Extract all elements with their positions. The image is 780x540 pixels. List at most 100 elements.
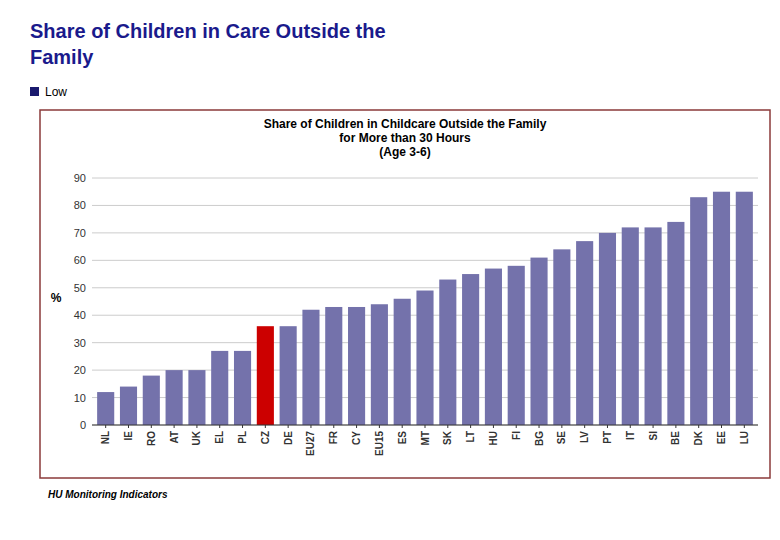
- bar: [166, 370, 183, 425]
- x-tick: [584, 425, 585, 428]
- x-tick: [630, 425, 631, 428]
- y-tick-label: 50: [74, 282, 86, 294]
- bullet: [30, 87, 39, 96]
- title: Share of Children in Care Outside the: [30, 20, 386, 42]
- x-tick-label: FI: [511, 431, 522, 440]
- bar: [530, 258, 547, 425]
- bar: [622, 227, 639, 425]
- y-tick-label: 80: [74, 199, 86, 211]
- y-tick-label: 40: [74, 309, 86, 321]
- x-tick: [151, 425, 152, 428]
- x-tick: [402, 425, 403, 428]
- x-tick-label: SI: [648, 431, 659, 441]
- x-tick-label: EU15: [374, 431, 385, 456]
- x-tick-label: BG: [534, 431, 545, 446]
- x-tick: [174, 425, 175, 428]
- x-tick-label: LT: [465, 431, 476, 442]
- x-tick: [653, 425, 654, 428]
- y-tick-label: 10: [74, 392, 86, 404]
- bar: [371, 304, 388, 425]
- title: Family: [30, 46, 94, 68]
- x-tick-label: LU: [739, 431, 750, 444]
- x-tick: [105, 425, 106, 428]
- x-tick-label: PT: [602, 431, 613, 444]
- y-axis-label: %: [51, 291, 62, 305]
- bar: [439, 280, 456, 425]
- y-tick-label: 90: [74, 172, 86, 184]
- bar: [690, 197, 707, 425]
- x-tick: [288, 425, 289, 428]
- chart-title-line: (Age 3-6): [379, 145, 430, 159]
- bar: [645, 227, 662, 425]
- x-tick: [561, 425, 562, 428]
- annotation: Low: [45, 85, 67, 99]
- bar: [234, 351, 251, 425]
- x-tick: [128, 425, 129, 428]
- grid-line: [92, 178, 758, 179]
- x-tick-label: DK: [693, 430, 704, 445]
- bar: [599, 233, 616, 425]
- bar: [485, 269, 502, 425]
- bar: [416, 291, 433, 425]
- y-tick-label: 60: [74, 254, 86, 266]
- x-tick-label: EL: [214, 431, 225, 444]
- x-tick: [242, 425, 243, 428]
- x-tick: [356, 425, 357, 428]
- x-tick: [516, 425, 517, 428]
- bar: [713, 192, 730, 425]
- x-tick: [447, 425, 448, 428]
- x-tick: [379, 425, 380, 428]
- bar: [211, 351, 228, 425]
- x-tick: [698, 425, 699, 428]
- x-tick-label: DE: [283, 431, 294, 445]
- x-tick: [470, 425, 471, 428]
- x-tick-label: ES: [397, 431, 408, 445]
- x-tick-label: SE: [556, 431, 567, 445]
- x-tick-label: MT: [420, 431, 431, 445]
- x-tick-label: IE: [123, 431, 134, 441]
- bars: [97, 192, 753, 425]
- x-tick-label: CZ: [260, 431, 271, 444]
- chart-title: Share of Children in Childcare Outside t…: [264, 117, 547, 159]
- bar: [576, 241, 593, 425]
- bar: [348, 307, 365, 425]
- x-tick: [310, 425, 311, 428]
- x-tick-label: AT: [169, 431, 180, 444]
- x-tick-label: HU: [488, 431, 499, 445]
- chart-title-line: for More than 30 Hours: [339, 131, 471, 145]
- grid: [92, 178, 758, 425]
- x-tick: [425, 425, 426, 428]
- x-tick-label: UK: [191, 430, 202, 445]
- bar: [302, 310, 319, 425]
- bar: [143, 376, 160, 425]
- x-tick-label: FR: [328, 430, 339, 444]
- x-tick: [493, 425, 494, 428]
- bar: [97, 392, 114, 425]
- y-tick-label: 20: [74, 364, 86, 376]
- x-tick-label: EE: [716, 431, 727, 445]
- x-tick-label: RO: [146, 431, 157, 446]
- x-tick: [196, 425, 197, 428]
- chart-svg: Share of Children in Care Outside the Fam…: [0, 0, 780, 540]
- x-tick: [607, 425, 608, 428]
- x-tick-label: IT: [625, 431, 636, 440]
- bar: [257, 326, 274, 425]
- bar: [120, 387, 137, 425]
- chart-border: [40, 110, 770, 478]
- x-tick-label: PL: [237, 431, 248, 444]
- bar: [736, 192, 753, 425]
- x-tick: [744, 425, 745, 428]
- x-tick: [333, 425, 334, 428]
- grid-line: [92, 205, 758, 206]
- x-tick-label: LV: [579, 431, 590, 443]
- source: HU Monitoring Indicators: [48, 489, 168, 500]
- x-tick: [721, 425, 722, 428]
- x-tick: [265, 425, 266, 428]
- y-tick-label: 0: [80, 419, 86, 431]
- x-tick-label: SK: [442, 430, 453, 445]
- bar: [667, 222, 684, 425]
- x-tick-label: EU27: [305, 431, 316, 456]
- x-tick: [675, 425, 676, 428]
- y-tick-label: 30: [74, 337, 86, 349]
- x-tick: [539, 425, 540, 428]
